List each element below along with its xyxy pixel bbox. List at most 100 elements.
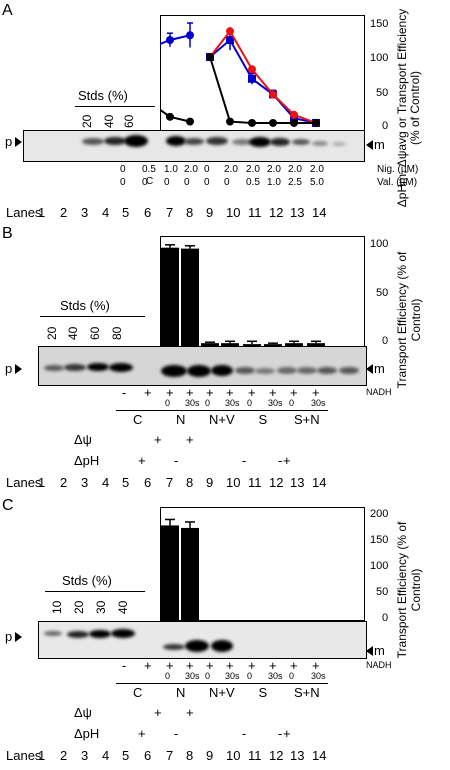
panel-c-ytick-0: 0 xyxy=(382,612,389,624)
panel-b-bar xyxy=(285,343,303,346)
panel-a-data-point xyxy=(248,65,256,74)
panel-a-series-line xyxy=(160,34,191,46)
panel-b-time-label: 30s xyxy=(311,398,326,408)
panel-b-m-arrow xyxy=(366,364,373,374)
panel-a-m-arrow xyxy=(366,140,373,150)
panel-c-letter: C xyxy=(2,497,14,514)
panel-a-series-line xyxy=(160,108,191,123)
panel-b-time-label: 0 xyxy=(205,398,211,408)
panel-c-group-1: N xyxy=(176,685,186,700)
panel-c-group-4: S+N xyxy=(294,685,320,700)
panel-b-lane-3: 3 xyxy=(81,475,89,490)
panel-b-time-label: 0 xyxy=(247,398,253,408)
panel-a-val-value: 0 xyxy=(184,177,190,188)
panel-b-dph-sign: + xyxy=(283,453,291,468)
panel-b-std-60: 60 xyxy=(88,326,102,340)
panel-a-data-point xyxy=(186,117,194,126)
panel-a-nig-label: Nig. (µM) xyxy=(377,164,419,175)
panel-b-lane-14: 14 xyxy=(312,475,327,490)
panel-b-group-4: S+N xyxy=(294,412,320,427)
panel-b-lane-1: 1 xyxy=(38,475,46,490)
panel-a-data-point xyxy=(312,118,320,127)
panel-c-dpsi-label: Δψ xyxy=(74,705,92,720)
panel-a-data-point xyxy=(226,36,234,44)
panel-a-stds-label: Stds (%) xyxy=(78,88,128,103)
panel-c-nadh-label: NADH xyxy=(366,660,392,670)
panel-a-nig-value: 2.0 xyxy=(184,164,198,175)
panel-c-dph-sign: + xyxy=(138,726,146,741)
panel-b-lanes-header: Lanes xyxy=(6,475,42,490)
panel-a-lane-10: 10 xyxy=(226,205,241,220)
panel-c-time-label: 0 xyxy=(247,671,253,681)
panel-c-blot xyxy=(38,621,367,659)
panel-b-lane-11: 11 xyxy=(248,475,262,490)
panel-b-nadh-sign: + xyxy=(290,385,298,400)
panel-c-lane-4: 4 xyxy=(102,748,110,763)
panel-a-lane-11: 11 xyxy=(248,205,262,220)
panel-a-lane-9: 9 xyxy=(206,205,214,220)
panel-c-lane-14: 14 xyxy=(312,748,327,763)
panel-c-time-label: 0 xyxy=(205,671,211,681)
panel-a-val-value: 0 xyxy=(204,177,210,188)
panel-b-y-axis-label: Transport Efficiency (% of Control) xyxy=(395,245,423,395)
panel-a-lane-5: 5 xyxy=(122,205,130,220)
panel-c-nadh-sign: + xyxy=(144,658,152,673)
panel-b-nadh-sign: - xyxy=(122,385,127,400)
panel-b-std-40: 40 xyxy=(66,326,80,340)
panel-a-data-point xyxy=(226,117,234,126)
panel-b-bar xyxy=(307,343,325,346)
panel-a-lane-2: 2 xyxy=(60,205,68,220)
panel-c-lane-2: 2 xyxy=(60,748,68,763)
panel-a-ytick-150: 150 xyxy=(370,18,389,30)
panel-c-bar xyxy=(285,620,303,621)
panel-a-std-60: 60 xyxy=(122,114,136,128)
panel-a-lane-4: 4 xyxy=(102,205,110,220)
panel-a-data-point xyxy=(248,74,256,83)
panel-b-time-label: 0 xyxy=(289,398,295,408)
panel-a-val-value: 0 xyxy=(164,177,170,188)
panel-a-nig-value: 0.5 xyxy=(142,164,156,175)
panel-a-data-point xyxy=(166,36,174,44)
panel-c-time-label: 30s xyxy=(311,671,326,681)
panel-c-dph-sign: - xyxy=(242,726,247,741)
panel-b-plot xyxy=(160,236,365,347)
panel-b-time-label: 30s xyxy=(185,398,200,408)
panel-a-p-arrow xyxy=(15,137,22,147)
panel-c-group-3: S xyxy=(258,685,268,700)
panel-c-lane-13: 13 xyxy=(290,748,305,763)
panel-b-nadh-sign: + xyxy=(186,385,194,400)
panel-a-lanes-header: Lanes xyxy=(6,205,42,220)
panel-a-nig-value: 2.0 xyxy=(224,164,238,175)
panel-b-lane-12: 12 xyxy=(269,475,284,490)
panel-a-nig-value: 1.0 xyxy=(164,164,178,175)
panel-a-val-value: 1.0 xyxy=(267,177,281,188)
panel-b-bar xyxy=(201,343,219,346)
panel-b-nadh-sign: + xyxy=(144,385,152,400)
panel-c-lane-6: 6 xyxy=(144,748,152,763)
panel-a-val-value: 0 xyxy=(224,177,230,188)
panel-c-dpsi-sign: + xyxy=(186,705,194,720)
panel-a-ytick-0: 0 xyxy=(382,120,389,132)
panel-b-group-1: N xyxy=(176,412,186,427)
panel-b-dph-sign: - xyxy=(242,453,247,468)
panel-a-val-value: 0.5 xyxy=(246,177,260,188)
panel-c-nadh-sign: + xyxy=(290,658,298,673)
panel-b-dph-sign: - xyxy=(174,453,179,468)
panel-c-bar xyxy=(181,527,199,620)
panel-a-data-point xyxy=(206,53,214,61)
panel-a-data-point xyxy=(269,90,277,99)
panel-a-val-label: Val. (µM) xyxy=(377,177,418,188)
panel-c-ytick-150: 150 xyxy=(370,534,389,546)
panel-a-data-point xyxy=(290,110,298,119)
panel-c-time-label: 0 xyxy=(165,671,171,681)
panel-b-bar xyxy=(221,343,239,346)
panel-b-dpsi-sign: + xyxy=(154,432,162,447)
panel-a-blot xyxy=(23,130,365,162)
panel-a-val-value: 5.0 xyxy=(310,177,324,188)
panel-b-lane-10: 10 xyxy=(226,475,241,490)
panel-c-lane-8: 8 xyxy=(186,748,194,763)
panel-a-std-20: 20 xyxy=(80,114,94,128)
panel-b-time-label: 30s xyxy=(268,398,283,408)
panel-a-p-label: p xyxy=(5,134,13,149)
panel-b-m-label: m xyxy=(374,361,385,376)
